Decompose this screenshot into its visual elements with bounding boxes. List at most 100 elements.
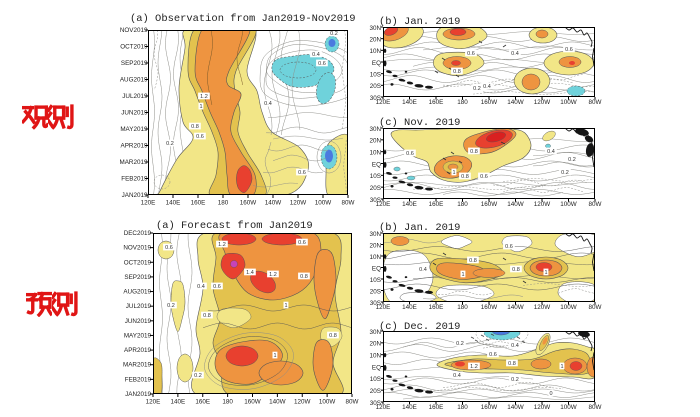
svg-text:140W: 140W: [265, 200, 282, 207]
svg-text:MAY2019: MAY2019: [120, 126, 148, 133]
svg-text:100W: 100W: [315, 200, 332, 207]
svg-text:30S: 30S: [370, 300, 381, 307]
svg-text:160E: 160E: [195, 399, 210, 406]
svg-text:140W: 140W: [507, 404, 524, 411]
svg-text:0.4: 0.4: [197, 284, 205, 290]
svg-text:120W: 120W: [534, 304, 551, 311]
svg-text:10N: 10N: [369, 254, 381, 261]
svg-text:30S: 30S: [370, 400, 381, 407]
svg-text:100W: 100W: [560, 99, 577, 106]
svg-text:0.2: 0.2: [568, 157, 576, 163]
svg-text:0.6: 0.6: [298, 240, 306, 246]
svg-text:20S: 20S: [370, 185, 381, 192]
svg-text:APR2019: APR2019: [121, 143, 148, 150]
svg-text:0.8: 0.8: [300, 274, 308, 280]
svg-text:MAY2019: MAY2019: [124, 332, 152, 339]
svg-text:JUL2019: JUL2019: [122, 93, 148, 100]
svg-text:JUL2019: JUL2019: [126, 303, 152, 310]
svg-text:140E: 140E: [166, 200, 181, 207]
svg-text:160E: 160E: [429, 404, 444, 411]
svg-text:1: 1: [273, 353, 276, 359]
svg-text:30N: 30N: [369, 126, 381, 133]
svg-text:30S: 30S: [370, 197, 381, 204]
svg-text:1.2: 1.2: [200, 94, 208, 100]
svg-text:160E: 160E: [191, 200, 206, 207]
svg-text:0.8: 0.8: [469, 258, 477, 264]
svg-text:10N: 10N: [369, 48, 381, 55]
svg-text:10S: 10S: [370, 71, 381, 78]
svg-text:NOV2019: NOV2019: [120, 27, 148, 34]
svg-text:30N: 30N: [369, 329, 381, 336]
svg-text:160E: 160E: [429, 201, 444, 208]
svg-text:0.4: 0.4: [547, 149, 555, 155]
svg-text:1: 1: [284, 303, 287, 309]
svg-text:0.6: 0.6: [318, 61, 326, 67]
svg-text:0.8: 0.8: [461, 174, 469, 180]
svg-text:0.8: 0.8: [329, 333, 337, 339]
svg-text:100W: 100W: [560, 404, 577, 411]
svg-text:0.4: 0.4: [511, 343, 519, 349]
svg-text:0.4: 0.4: [419, 267, 427, 273]
svg-text:120E: 120E: [376, 99, 391, 106]
svg-text:OCT2019: OCT2019: [124, 259, 152, 266]
svg-text:0.2: 0.2: [456, 341, 464, 347]
svg-text:20N: 20N: [369, 242, 381, 249]
svg-text:160W: 160W: [244, 399, 261, 406]
svg-text:SEP2019: SEP2019: [121, 60, 148, 67]
svg-text:0.2: 0.2: [561, 170, 569, 176]
svg-text:20S: 20S: [370, 388, 381, 395]
svg-text:1.4: 1.4: [246, 270, 254, 276]
svg-text:100W: 100W: [560, 201, 577, 208]
svg-text:JAN2019: JAN2019: [122, 192, 148, 199]
svg-text:120W: 120W: [294, 399, 311, 406]
svg-text:80W: 80W: [342, 200, 355, 207]
svg-text:20S: 20S: [370, 83, 381, 90]
svg-text:FEB2019: FEB2019: [121, 176, 148, 183]
svg-text:80W: 80W: [589, 201, 602, 208]
svg-text:30S: 30S: [370, 95, 381, 102]
svg-text:0.2: 0.2: [194, 373, 202, 379]
svg-text:1.2: 1.2: [218, 242, 226, 248]
svg-text:180: 180: [218, 200, 229, 207]
svg-text:0.6: 0.6: [505, 244, 513, 250]
svg-text:180: 180: [457, 99, 468, 106]
svg-text:10N: 10N: [369, 149, 381, 156]
svg-text:0.6: 0.6: [165, 245, 173, 251]
svg-text:0.4: 0.4: [453, 373, 461, 379]
svg-text:0.8: 0.8: [203, 313, 211, 319]
svg-text:140W: 140W: [507, 201, 524, 208]
svg-text:APR2019: APR2019: [124, 347, 151, 354]
svg-text:0.8: 0.8: [508, 361, 516, 367]
svg-text:JAN2019: JAN2019: [125, 391, 151, 398]
svg-text:0.6: 0.6: [480, 174, 488, 180]
svg-text:30N: 30N: [369, 231, 381, 238]
svg-text:160W: 160W: [240, 200, 257, 207]
svg-text:MAR2019: MAR2019: [123, 362, 151, 369]
svg-text:JUN2019: JUN2019: [125, 318, 152, 325]
svg-text:1.2: 1.2: [470, 364, 478, 370]
svg-text:120E: 120E: [146, 399, 161, 406]
svg-text:100W: 100W: [319, 399, 336, 406]
svg-text:160E: 160E: [429, 304, 444, 311]
svg-text:0.2: 0.2: [511, 377, 519, 383]
svg-text:MAR2019: MAR2019: [119, 159, 147, 166]
svg-text:1: 1: [199, 104, 202, 110]
svg-text:10S: 10S: [370, 173, 381, 180]
svg-text:0.2: 0.2: [330, 31, 338, 37]
svg-text:AUG2019: AUG2019: [123, 289, 151, 296]
svg-text:140E: 140E: [402, 201, 417, 208]
svg-text:0.8: 0.8: [470, 149, 478, 155]
svg-text:1: 1: [560, 364, 563, 370]
svg-text:SEP2019: SEP2019: [124, 274, 151, 281]
svg-text:180: 180: [457, 304, 468, 311]
svg-text:20N: 20N: [369, 138, 381, 145]
svg-text:0.6: 0.6: [565, 47, 573, 53]
svg-text:20S: 20S: [370, 288, 381, 295]
svg-text:160W: 160W: [481, 99, 498, 106]
svg-text:0.4: 0.4: [264, 101, 272, 107]
svg-text:JUN2019: JUN2019: [121, 110, 148, 117]
svg-text:140E: 140E: [171, 399, 186, 406]
svg-text:0.4: 0.4: [511, 51, 519, 57]
svg-text:FEB2019: FEB2019: [125, 376, 152, 383]
svg-text:140W: 140W: [507, 304, 524, 311]
